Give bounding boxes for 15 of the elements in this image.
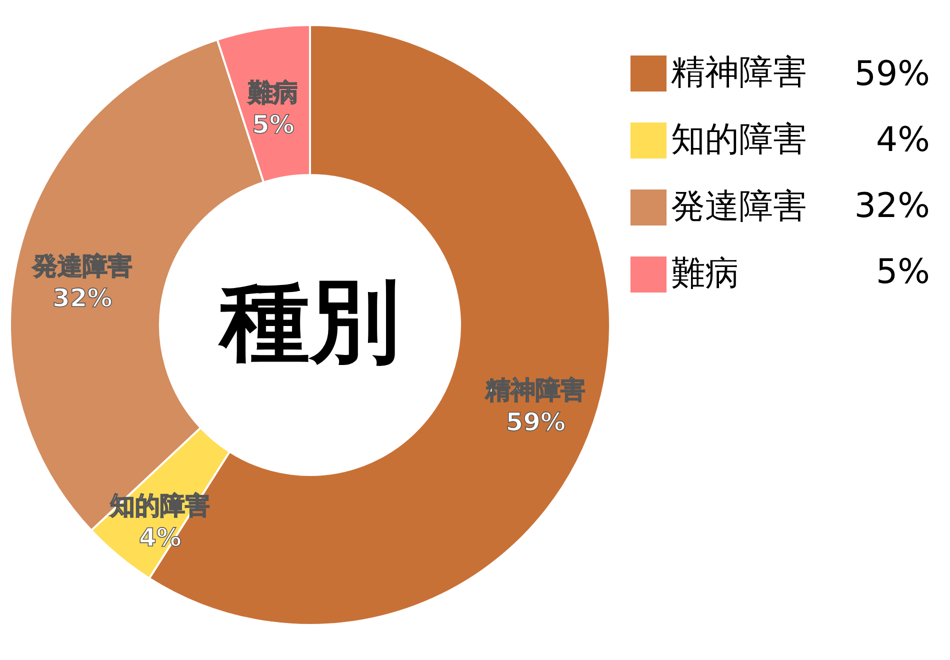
legend-label: 発達障害 [671,186,807,226]
slice-label: 発達障害 [31,252,132,281]
legend-label: 知的障害 [671,120,807,160]
slice-label: 難病 [247,78,298,107]
slice-label: 精神障害 [484,376,586,405]
data-label: 59% [506,408,566,437]
text: 59% [854,54,930,94]
legend-label: 精神障害 [671,52,807,92]
data-label: 5% [252,110,294,139]
data-label: 32% [52,284,112,313]
legend-label: 難病 [671,254,739,294]
text: 5% [876,252,930,292]
text: 4% [876,120,930,160]
text: 種別 [217,269,400,374]
text: 32% [854,186,930,226]
